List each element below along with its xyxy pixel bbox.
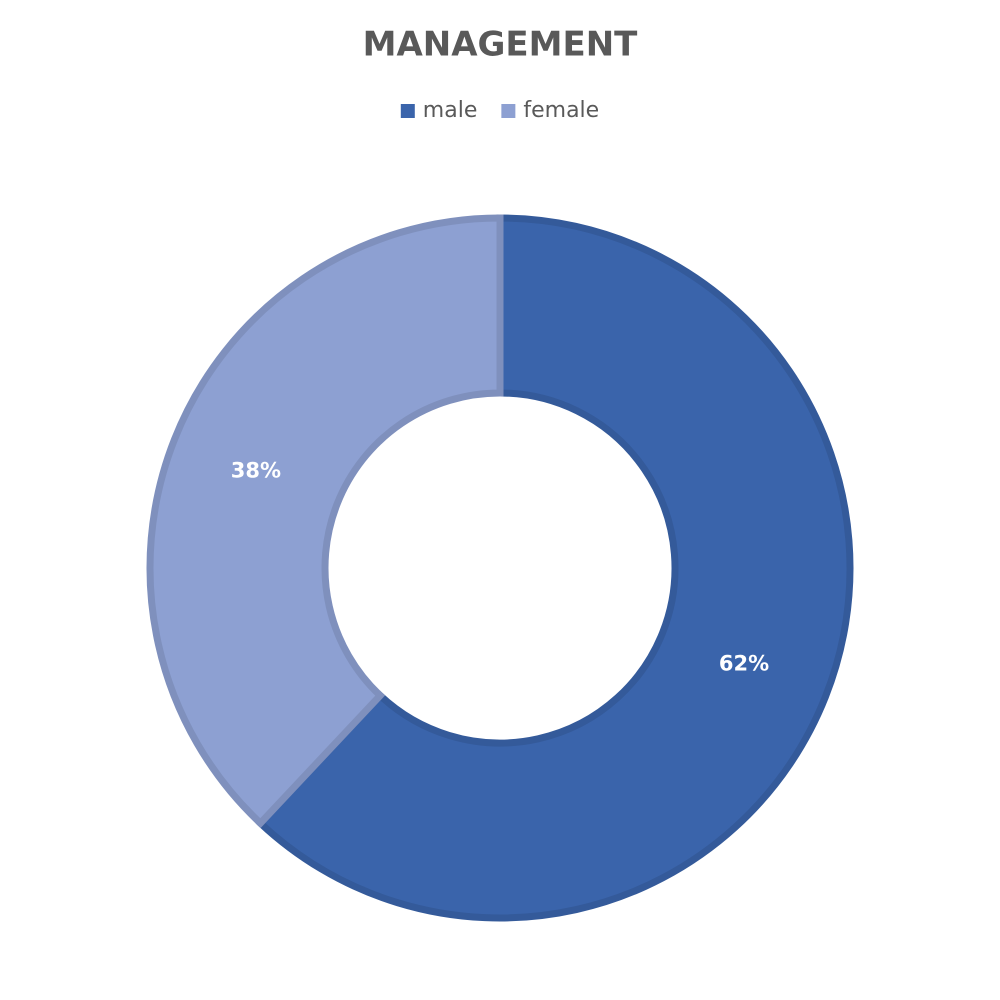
legend-label: male: [423, 98, 478, 123]
data-label: 62%: [719, 652, 769, 676]
legend-swatch: [501, 104, 516, 118]
donut-segment: [255, 214, 854, 922]
legend-swatch: [400, 104, 415, 118]
legend-label: female: [523, 98, 599, 123]
donut-segment: [146, 214, 504, 829]
legend: male female: [400, 98, 599, 123]
chart-title: MANAGEMENT: [363, 25, 639, 65]
data-label: 38%: [231, 458, 281, 482]
